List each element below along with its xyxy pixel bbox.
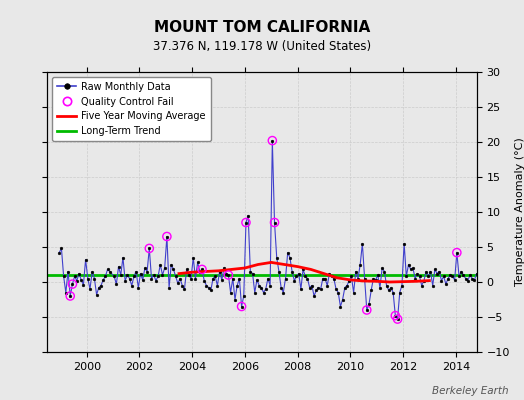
Point bbox=[268, 138, 277, 144]
Text: MOUNT TOM CALIFORNIA: MOUNT TOM CALIFORNIA bbox=[154, 20, 370, 35]
Point bbox=[145, 245, 154, 252]
Point bbox=[198, 266, 206, 273]
Point bbox=[363, 307, 371, 313]
Y-axis label: Temperature Anomaly (°C): Temperature Anomaly (°C) bbox=[516, 138, 524, 286]
Point bbox=[68, 281, 77, 287]
Point bbox=[224, 272, 233, 278]
Legend: Raw Monthly Data, Quality Control Fail, Five Year Moving Average, Long-Term Tren: Raw Monthly Data, Quality Control Fail, … bbox=[52, 77, 211, 141]
Text: 37.376 N, 119.178 W (United States): 37.376 N, 119.178 W (United States) bbox=[153, 40, 371, 53]
Point bbox=[66, 293, 74, 299]
Point bbox=[453, 250, 461, 256]
Point bbox=[237, 303, 246, 310]
Point bbox=[162, 233, 171, 240]
Point bbox=[391, 312, 399, 319]
Text: Berkeley Earth: Berkeley Earth bbox=[432, 386, 508, 396]
Point bbox=[270, 219, 279, 226]
Point bbox=[394, 316, 402, 322]
Point bbox=[242, 219, 250, 226]
